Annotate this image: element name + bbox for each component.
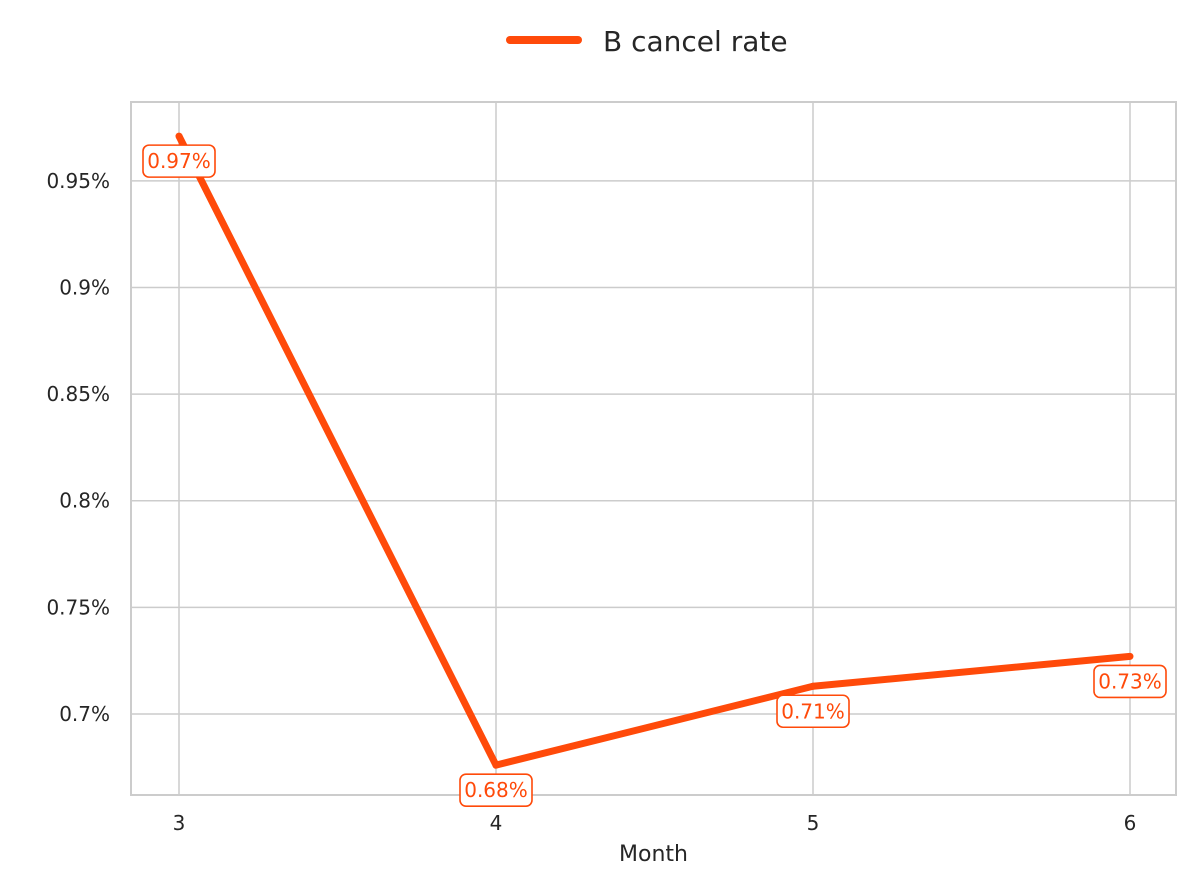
data-label-box — [459, 773, 533, 807]
y-tick-label: 0.8% — [59, 489, 110, 513]
y-tick-label: 0.95% — [46, 169, 110, 193]
data-point — [175, 132, 183, 140]
data-label-box — [142, 144, 216, 178]
data-label: 0.97% — [142, 144, 216, 178]
data-label-box — [776, 694, 850, 729]
legend-label-b-cancel-rate: B cancel rate — [603, 25, 788, 58]
data-label-box — [1093, 664, 1167, 699]
data-label-text: 0.97% — [147, 149, 211, 173]
data-point — [809, 682, 817, 690]
y-tick-label: 0.7% — [59, 702, 110, 726]
data-point — [492, 761, 500, 769]
legend: B cancel rate — [506, 25, 788, 58]
plot-frame — [130, 101, 1177, 796]
x-tick-label: 3 — [173, 811, 186, 835]
grid-lines — [131, 102, 1176, 795]
data-labels: 0.97% 0.68% 0.71% 0.73% — [142, 144, 1167, 807]
x-tick-label: 4 — [490, 811, 503, 835]
data-label-text: 0.68% — [464, 778, 528, 802]
data-label: 0.71% — [776, 694, 850, 729]
x-tick-label: 5 — [807, 811, 820, 835]
data-label-text: 0.73% — [1098, 669, 1162, 693]
data-label: 0.73% — [1093, 664, 1167, 699]
data-point — [1126, 652, 1134, 660]
y-tick-label: 0.9% — [59, 276, 110, 300]
data-label-text: 0.71% — [781, 699, 845, 723]
x-tick-labels: 3 4 5 6 — [173, 811, 1137, 835]
data-label: 0.68% — [459, 773, 533, 807]
y-tick-label: 0.75% — [46, 595, 110, 619]
x-tick-label: 6 — [1124, 811, 1137, 835]
series-line-b-cancel-rate — [175, 134, 1131, 769]
series-layer — [175, 132, 1134, 769]
y-tick-labels: 0.7% 0.75% 0.8% 0.85% 0.9% 0.95% — [46, 169, 110, 726]
y-tick-label: 0.85% — [46, 382, 110, 406]
x-axis-label: Month — [619, 842, 688, 867]
